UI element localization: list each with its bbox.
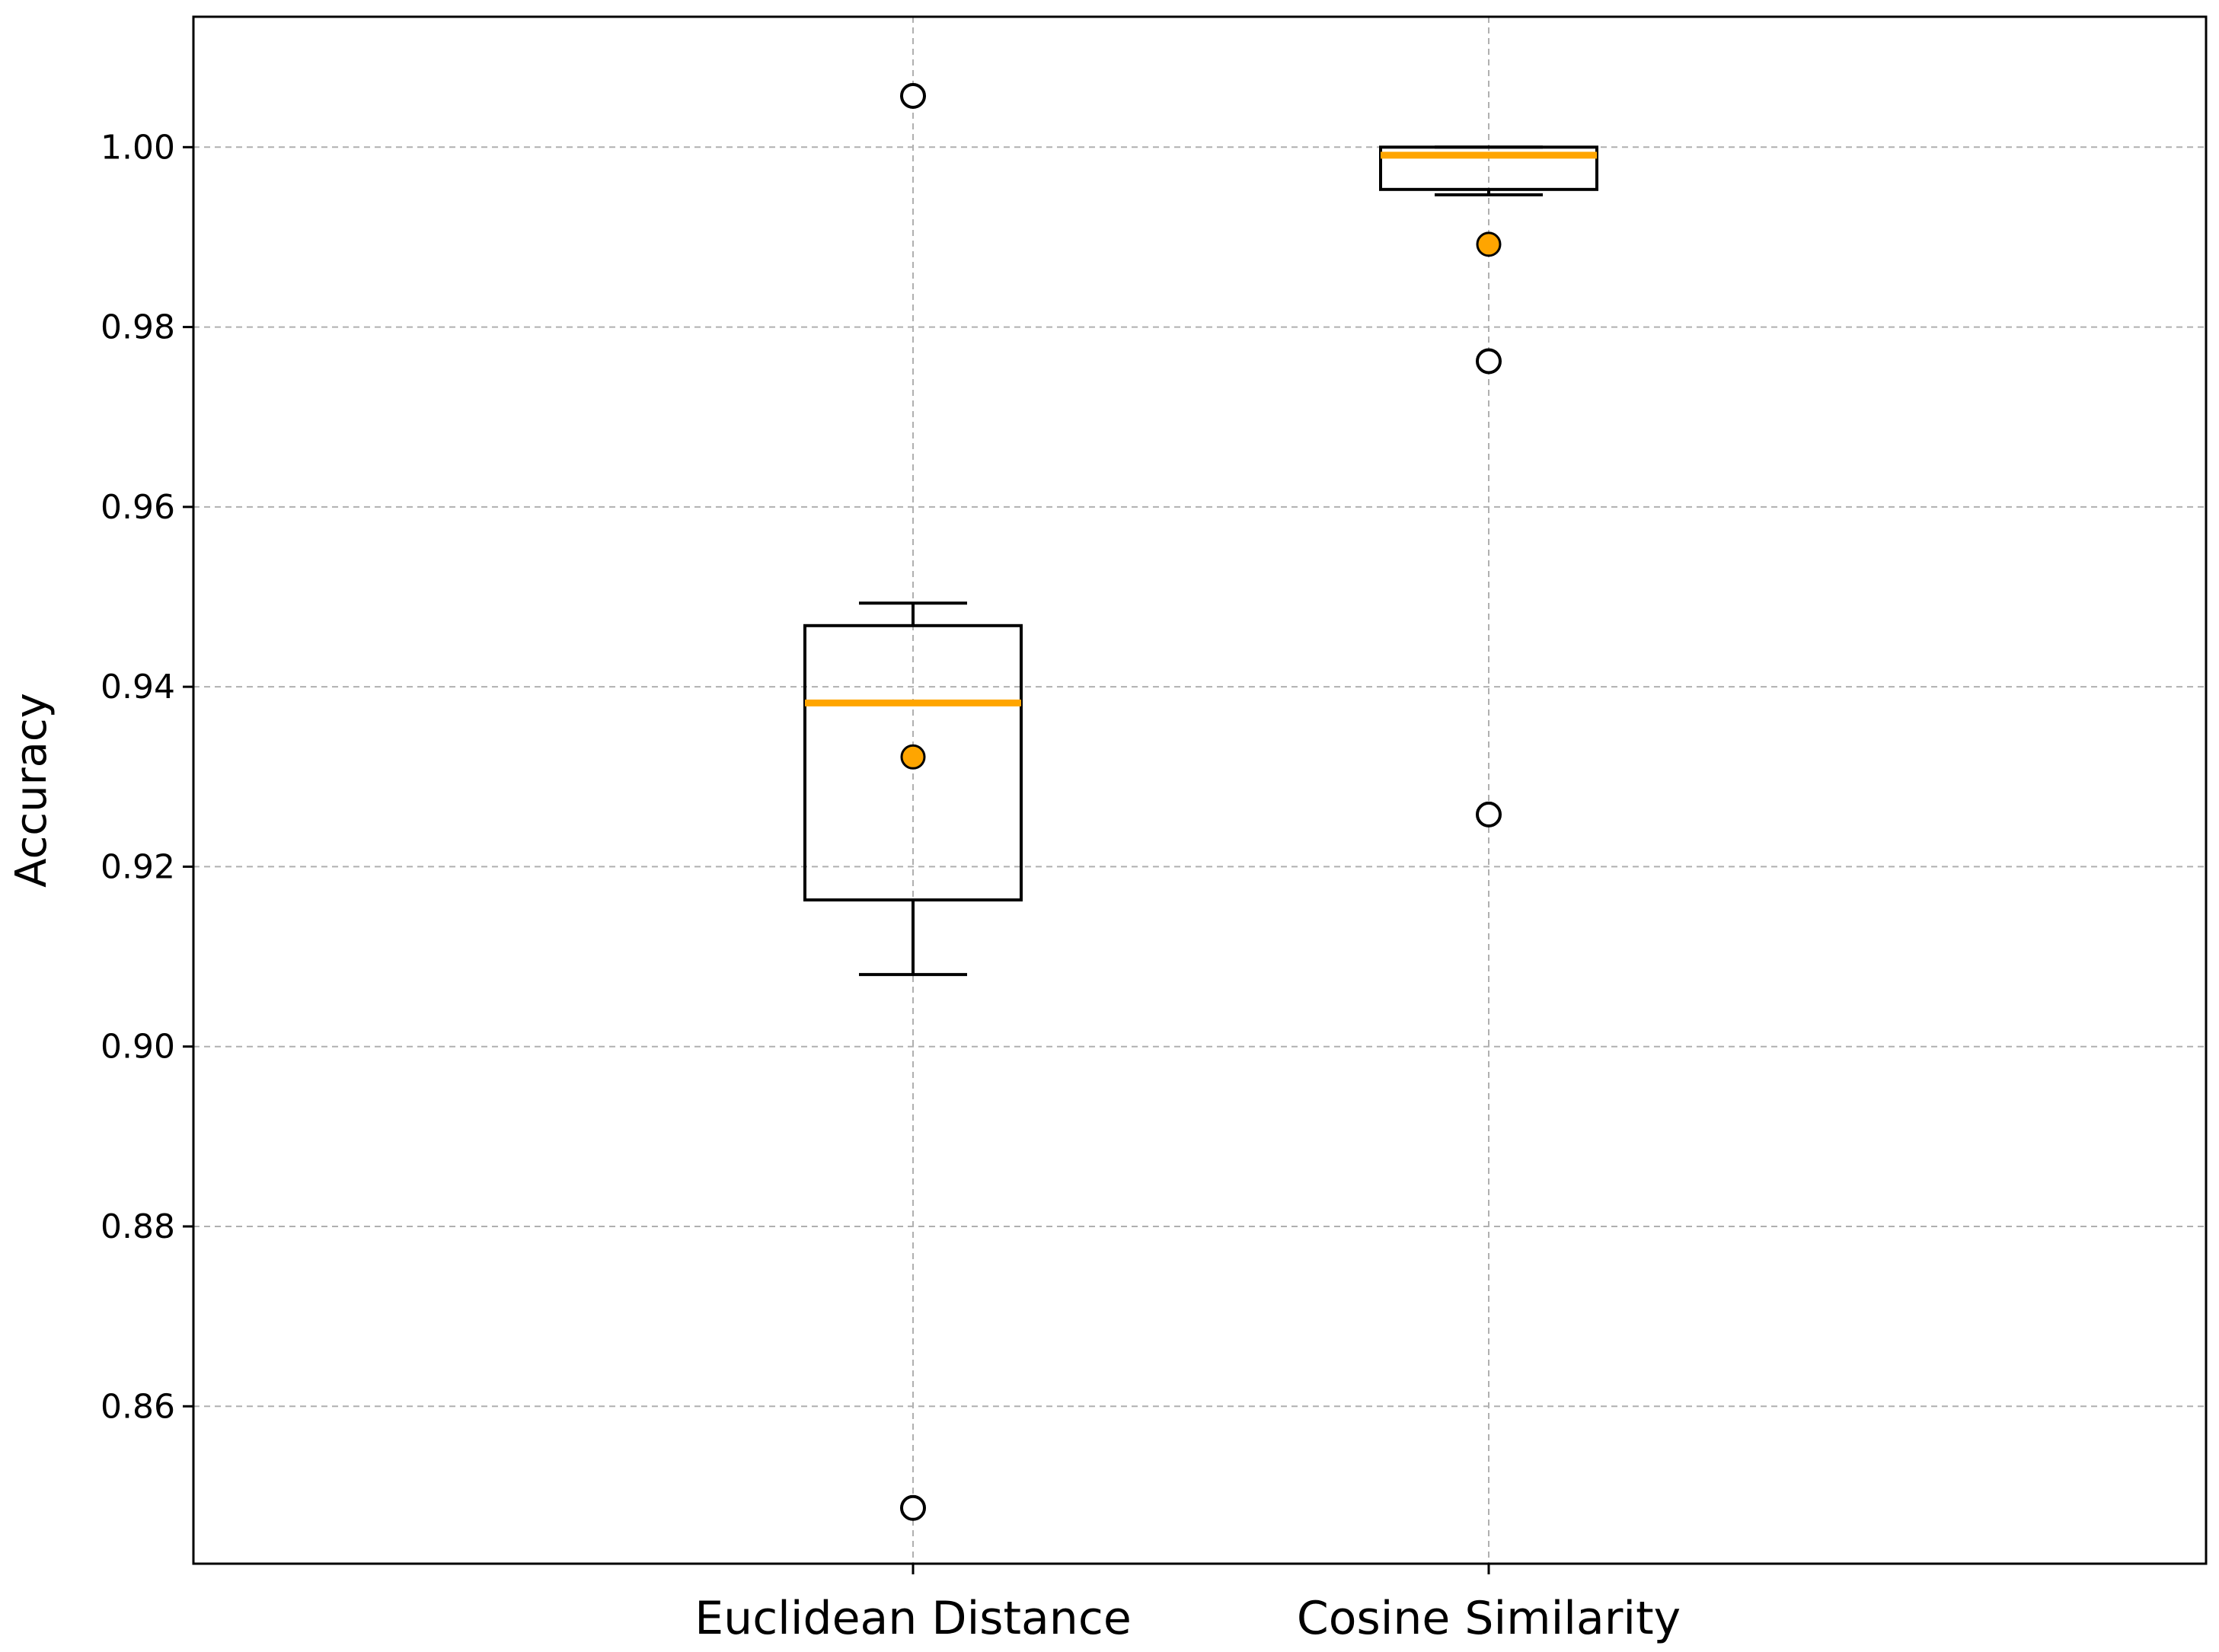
y-tick-label: 0.96 <box>101 488 175 527</box>
x-tick-label: Cosine Similarity <box>1297 1592 1681 1645</box>
outlier-point <box>1476 801 1502 828</box>
outlier-point <box>900 1494 926 1521</box>
y-axis-label: Accuracy <box>7 693 56 888</box>
box-series <box>803 82 1598 1521</box>
plot-frame <box>192 15 2208 1565</box>
x-tick-label: Euclidean Distance <box>694 1592 1132 1645</box>
box-iqr <box>803 623 1023 902</box>
mean-marker <box>900 744 926 770</box>
y-tick-label: 0.92 <box>101 847 175 886</box>
y-tick-label: 1.00 <box>101 128 175 167</box>
y-tick-label: 0.94 <box>101 668 175 706</box>
box-group <box>803 82 1023 1521</box>
y-axis-ticks: 0.86 0.88 0.90 0.92 0.94 0.96 0.98 1.00 <box>101 128 193 1426</box>
box-iqr <box>1379 145 1598 191</box>
x-axis-ticks: Euclidean Distance Cosine Similarity <box>694 1564 1681 1645</box>
mean-marker <box>1476 231 1502 257</box>
outlier-point <box>900 82 926 109</box>
grid-lines <box>193 17 2206 1564</box>
box-group <box>1379 145 1598 828</box>
outlier-point <box>1476 348 1502 375</box>
y-tick-label: 0.90 <box>101 1028 175 1067</box>
y-tick-label: 0.98 <box>101 308 175 347</box>
y-tick-label: 0.86 <box>101 1387 175 1426</box>
y-tick-label: 0.88 <box>101 1207 175 1246</box>
